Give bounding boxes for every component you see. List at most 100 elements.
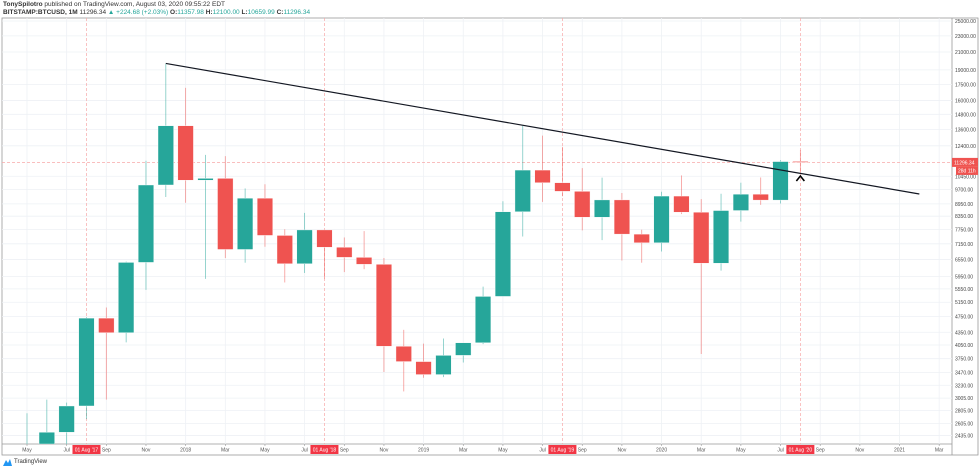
candle <box>157 63 174 198</box>
candle-body <box>534 169 551 183</box>
candle <box>752 177 769 205</box>
countdown-badge <box>956 166 978 175</box>
candle-body <box>177 125 194 181</box>
candle-body <box>38 432 55 444</box>
candle <box>792 150 809 173</box>
candle <box>594 177 611 241</box>
candle <box>336 237 353 273</box>
close-value: 11296.34 <box>283 9 311 16</box>
x-tick-badge <box>548 445 577 454</box>
candle-body <box>633 233 650 244</box>
candle <box>316 229 333 279</box>
candle <box>395 329 412 392</box>
x-tick-label: 2020 <box>656 448 667 454</box>
x-tick-label: May <box>22 448 32 454</box>
candle-body <box>197 178 214 181</box>
candle <box>455 342 472 363</box>
x-tick-badge <box>72 445 101 454</box>
high-label: H: <box>205 9 213 16</box>
candle <box>613 193 630 261</box>
candle-body <box>237 197 254 250</box>
candle <box>435 338 452 378</box>
y-tick-label: 8350.00 <box>955 214 973 220</box>
candle <box>653 191 670 252</box>
candle-body <box>772 161 789 201</box>
open-value: 11357.98 <box>177 9 204 16</box>
candle-body <box>336 247 353 258</box>
candle <box>693 199 710 355</box>
candle <box>276 229 293 283</box>
candle-body <box>514 169 531 212</box>
candle <box>534 135 551 202</box>
x-tick-label: Sep <box>816 448 825 454</box>
x-tick-badge <box>786 445 815 454</box>
x-tick-label: Sep <box>340 448 349 454</box>
y-tick-label: 16000.00 <box>955 98 976 104</box>
candle-body <box>58 405 75 433</box>
x-tick-label: Sep <box>578 448 587 454</box>
x-tick-label: Sep <box>102 448 111 454</box>
x-tick-label: Jul <box>301 448 307 454</box>
candle <box>137 160 154 290</box>
candle <box>78 317 95 420</box>
x-tick-label: 2021 <box>894 448 905 454</box>
y-tick-label: 4050.00 <box>955 343 973 349</box>
high-value: 12100.00 <box>212 9 240 16</box>
candle-body <box>118 262 135 333</box>
candle-body <box>256 197 273 236</box>
x-tick-label: Nov <box>855 448 864 454</box>
y-tick-label: 5550.00 <box>955 287 973 293</box>
candle <box>217 156 234 259</box>
y-tick-label: 2435.00 <box>955 434 973 440</box>
candle-body <box>375 264 392 347</box>
x-tick-label: May <box>498 448 508 454</box>
y-tick-label: 12400.00 <box>955 144 976 150</box>
y-tick-label: 23000.00 <box>955 34 976 40</box>
caret-up-icon <box>795 174 805 182</box>
candle-body <box>653 195 670 244</box>
x-tick-label: 01 Aug '20 <box>789 448 813 454</box>
last-price: 11296.34 <box>79 9 107 16</box>
y-tick-label: 5950.00 <box>955 275 973 281</box>
x-tick-label: Nov <box>142 448 151 454</box>
x-tick-label: Mar <box>935 448 944 454</box>
candle <box>554 146 571 197</box>
candle <box>514 125 531 237</box>
y-tick-label: 10450.00 <box>955 174 976 180</box>
candle <box>732 182 749 222</box>
candle-body <box>673 195 690 213</box>
candle <box>415 343 432 378</box>
tradingview-logo-icon <box>3 458 12 466</box>
y-tick-label: 3005.00 <box>955 396 973 402</box>
last-price-label: 11296.34 <box>954 160 975 166</box>
x-tick-label: 01 Aug '17 <box>75 448 99 454</box>
y-tick-label: 4350.00 <box>955 330 973 336</box>
x-tick-label: 01 Aug '19 <box>551 448 575 454</box>
y-tick-label: 6550.00 <box>955 257 973 263</box>
candle-body <box>732 193 749 211</box>
y-tick-label: 21000.00 <box>955 50 976 56</box>
countdown-label: 28d 11h <box>958 168 976 174</box>
y-tick-label: 3750.00 <box>955 357 973 363</box>
change: +224.68 (+2.03%) <box>116 9 169 16</box>
x-tick-label: May <box>260 448 270 454</box>
candle-body <box>98 317 115 333</box>
candle <box>38 399 55 444</box>
tradingview-logo[interactable]: TradingView <box>3 458 47 466</box>
y-tick-label: 9700.00 <box>955 188 973 194</box>
candle-body <box>157 125 174 186</box>
x-tick-label: Nov <box>617 448 626 454</box>
low-value: 10659.99 <box>247 9 275 16</box>
up-arrow-icon: ▲ <box>107 9 115 16</box>
x-tick-label: 2019 <box>418 448 429 454</box>
author[interactable]: TonySpilotro <box>3 1 43 8</box>
candle-body <box>792 161 809 163</box>
candle-body <box>475 296 492 344</box>
x-tick-label: 01 Aug '18 <box>313 448 337 454</box>
trendline <box>165 62 920 195</box>
symbol: BITSTAMP:BTCUSD, 1M <box>3 9 78 16</box>
y-tick-label: 7750.00 <box>955 227 973 233</box>
candle <box>197 154 214 279</box>
candle-body <box>574 191 591 218</box>
